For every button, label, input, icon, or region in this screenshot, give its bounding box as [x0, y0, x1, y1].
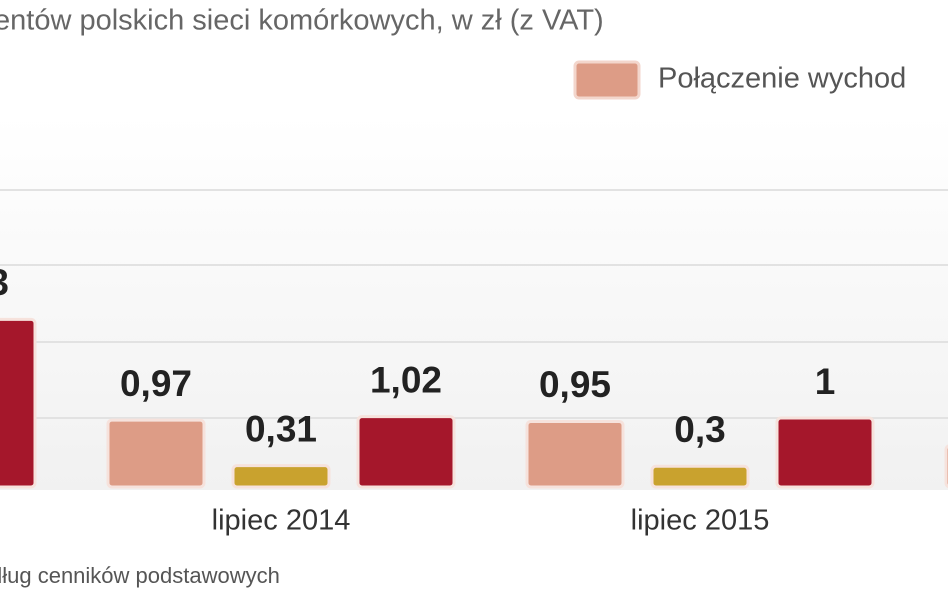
- source: dług cenników podstawowych: [0, 563, 280, 588]
- legend-label: Połączenie wychod: [658, 63, 906, 95]
- value-label: 0,31: [245, 408, 317, 449]
- bar: [650, 464, 750, 489]
- x-tick-label: lipiec 2014: [212, 505, 351, 537]
- value-label: 0,3: [674, 409, 725, 450]
- value-label: 1,02: [370, 359, 442, 400]
- bar: [231, 464, 331, 489]
- value-label: 0,95: [539, 364, 611, 405]
- bar: [0, 317, 37, 489]
- x-tick-label: lipiec 2015: [631, 505, 770, 537]
- value-label: 1: [815, 361, 836, 402]
- value-label: 0,97: [120, 363, 192, 404]
- bar: [356, 415, 456, 489]
- legend-swatch: [573, 60, 641, 100]
- bar: [106, 418, 206, 489]
- grid: [0, 189, 948, 419]
- value-label: 3: [0, 262, 9, 303]
- bar: [775, 416, 875, 489]
- chart-title: entów polskich sieci komórkowych, w zł (…: [0, 5, 604, 37]
- bar: [525, 419, 625, 489]
